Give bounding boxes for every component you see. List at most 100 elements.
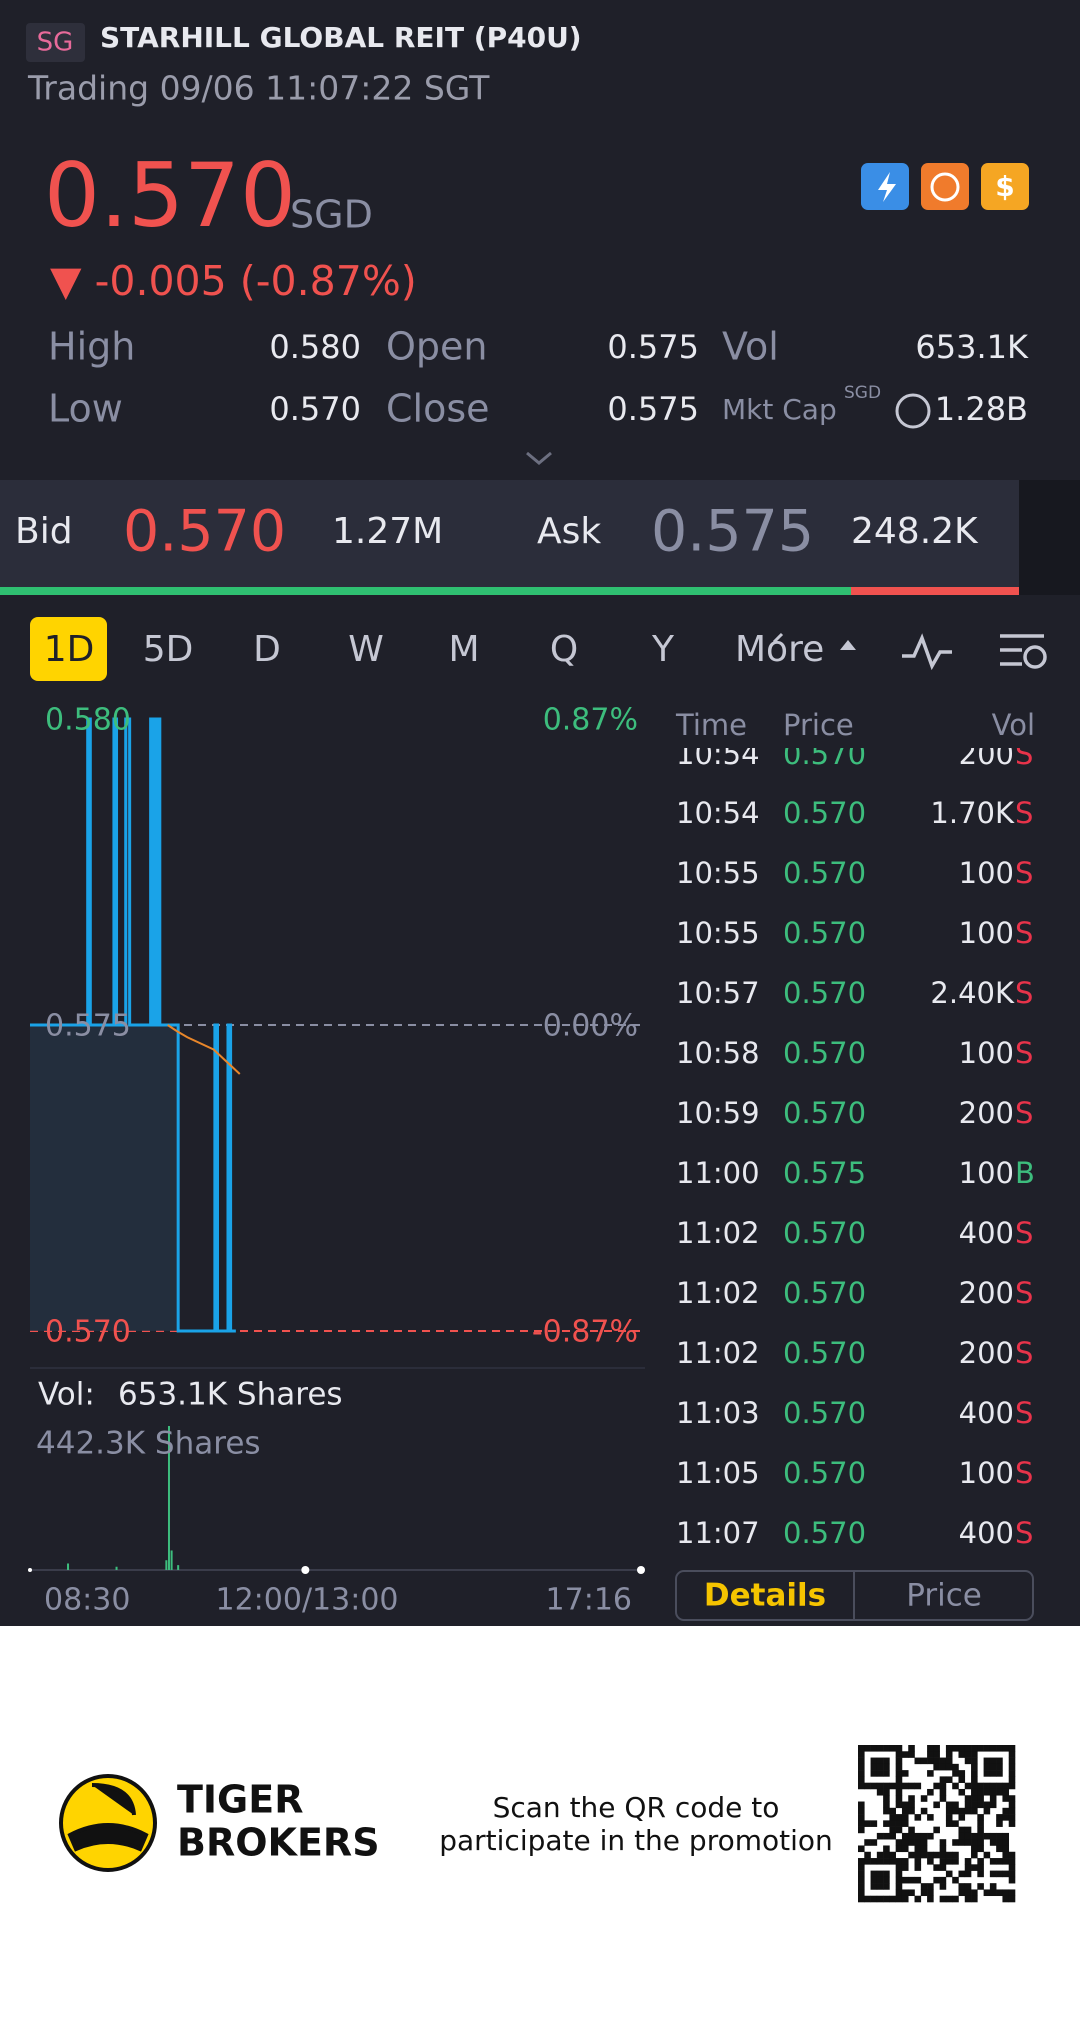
ask-size: 248.2K: [851, 511, 979, 552]
qr-module: [958, 1889, 966, 1897]
qr-module: [901, 1832, 909, 1840]
qr-module: [895, 1864, 903, 1871]
qr-module: [952, 1782, 959, 1790]
x-tick-label: 12:00/13:00: [215, 1583, 398, 1618]
qr-module: [908, 1751, 915, 1758]
qr-module: [971, 1864, 978, 1871]
ask-ratio: [851, 587, 1019, 595]
trade-side: S: [1015, 1276, 1033, 1310]
qr-module: [1008, 1801, 1016, 1809]
qr-module: [883, 1801, 890, 1809]
timeframe-tab[interactable]: D: [253, 629, 281, 670]
qr-module: [952, 1851, 959, 1859]
qr-module: [977, 1820, 984, 1827]
qr-module: [901, 1895, 909, 1903]
qr-module: [971, 1895, 978, 1903]
qr-module: [895, 1782, 903, 1790]
trade-volume: 100: [959, 1156, 1014, 1190]
qr-module: [983, 1745, 991, 1752]
expand-chevron[interactable]: [526, 451, 552, 465]
trade-time: 11:02: [676, 1336, 760, 1370]
qr-module: [1008, 1820, 1016, 1827]
qr-module: [933, 1751, 940, 1758]
icon-chart[interactable]: [921, 163, 969, 210]
qr-module: [858, 1763, 865, 1771]
qr-module: [895, 1839, 903, 1846]
timeframe-tab[interactable]: More: [735, 629, 824, 670]
trade-price: 0.575: [783, 1156, 866, 1190]
trade-time: 10:55: [676, 916, 760, 950]
qr-module: [895, 1858, 903, 1865]
qr-module: [889, 1832, 896, 1840]
qr-module: [952, 1763, 959, 1771]
qr-module: [939, 1876, 947, 1884]
qr-module: [933, 1801, 940, 1809]
brand-name: BROKERS: [177, 1821, 380, 1865]
qr-module: [977, 1870, 984, 1878]
qr-module: [1008, 1858, 1016, 1865]
qr-module: [971, 1807, 978, 1815]
qr-module: [858, 1820, 865, 1827]
price-line: [30, 717, 236, 1333]
qr-module: [933, 1757, 940, 1765]
qr-module: [901, 1876, 909, 1884]
tab-button[interactable]: Price: [906, 1578, 982, 1614]
trade-price: 0.570: [783, 1036, 866, 1070]
settings-icon[interactable]: [1000, 634, 1044, 666]
qr-module: [883, 1807, 890, 1815]
qr-module: [876, 1763, 884, 1771]
qr-module: [939, 1845, 947, 1853]
qr-module: [870, 1839, 878, 1846]
trade-side: S: [1015, 976, 1033, 1010]
qr-module: [908, 1795, 915, 1802]
qr-module: [920, 1883, 928, 1890]
qr-module: [989, 1870, 997, 1878]
qr-module: [876, 1832, 884, 1840]
qr-module: [933, 1782, 940, 1790]
timeframe-tab[interactable]: 5D: [143, 629, 194, 670]
qr-module: [1008, 1757, 1016, 1765]
timeframe-tab[interactable]: Q: [550, 629, 578, 670]
volume-bar: [165, 1560, 168, 1570]
price-change: ▼ -0.005 (-0.87%): [50, 257, 417, 305]
qr-module: [977, 1858, 984, 1865]
timeframe-tab[interactable]: M: [448, 629, 479, 670]
qr-module: [996, 1757, 1003, 1765]
timeframe-tab[interactable]: W: [348, 629, 384, 670]
qr-module: [977, 1845, 984, 1853]
qr-module: [870, 1895, 878, 1903]
qr-module: [964, 1782, 972, 1790]
qr-module: [983, 1832, 991, 1840]
qr-module: [889, 1895, 896, 1903]
qr-module: [920, 1832, 928, 1840]
qr-module: [964, 1826, 972, 1834]
qr-module: [964, 1745, 972, 1752]
indicator-icon[interactable]: [902, 633, 952, 671]
y2-tick-label: 0.87%: [543, 703, 638, 738]
qr-module: [920, 1845, 928, 1853]
tab-button[interactable]: Details: [704, 1578, 826, 1614]
qr-module: [933, 1876, 940, 1884]
trade-price: 0.570: [783, 1096, 866, 1130]
qr-module: [901, 1889, 909, 1897]
qr-module: [971, 1788, 978, 1796]
trade-time: 11:02: [676, 1276, 760, 1310]
icon-glyph: [930, 172, 960, 202]
timeframe-tab[interactable]: Y: [651, 629, 675, 670]
qr-module: [952, 1801, 959, 1809]
icon-dollar[interactable]: [981, 163, 1029, 210]
qr-module: [977, 1782, 984, 1790]
app-background: [0, 0, 1080, 1626]
tab-active[interactable]: [30, 617, 107, 681]
qr-module: [858, 1889, 865, 1897]
trade-price: 0.570: [783, 737, 866, 771]
qr-module: [1002, 1839, 1010, 1846]
trade-volume: 400: [959, 1516, 1014, 1550]
qr-module: [883, 1745, 890, 1752]
trade-volume: 400: [959, 1216, 1014, 1250]
timeframe-tab[interactable]: 1D: [44, 629, 95, 670]
qr-module: [952, 1839, 959, 1846]
qr-module: [977, 1795, 984, 1802]
qr-module: [920, 1807, 928, 1815]
trade-time: 10:55: [676, 856, 760, 890]
